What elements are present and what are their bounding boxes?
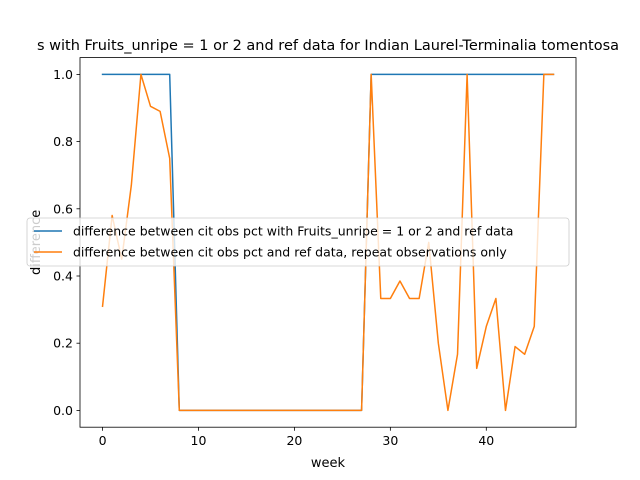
legend: difference between cit obs pct with Frui… [26, 217, 570, 267]
legend-label-2: difference between cit obs pct and ref d… [73, 245, 507, 260]
y-tick-label: 1.0 [53, 67, 73, 82]
x-axis: 0 10 20 30 40 [99, 427, 494, 448]
x-tick-label: 40 [478, 433, 494, 448]
legend-label-1: difference between cit obs pct with Frui… [73, 224, 513, 239]
y-tick-label: 0.0 [53, 403, 73, 418]
y-tick-label: 0.2 [53, 336, 73, 351]
x-tick-label: 0 [99, 433, 107, 448]
x-axis-label: week [311, 456, 346, 471]
series-line-2 [101, 73, 555, 412]
x-tick-label: 30 [382, 433, 398, 448]
y-tick-label: 0.8 [53, 134, 73, 149]
y-axis: 0.0 0.2 0.4 0.6 0.8 1.0 [53, 67, 80, 418]
x-tick-label: 20 [286, 433, 302, 448]
y-tick-label: 0.4 [53, 269, 73, 284]
series-layer [101, 73, 555, 412]
chart-title: s with Fruits_unripe = 1 or 2 and ref da… [37, 38, 619, 54]
legend-box [26, 217, 570, 267]
y-tick-label: 0.6 [53, 201, 73, 216]
x-tick-label: 10 [191, 433, 207, 448]
